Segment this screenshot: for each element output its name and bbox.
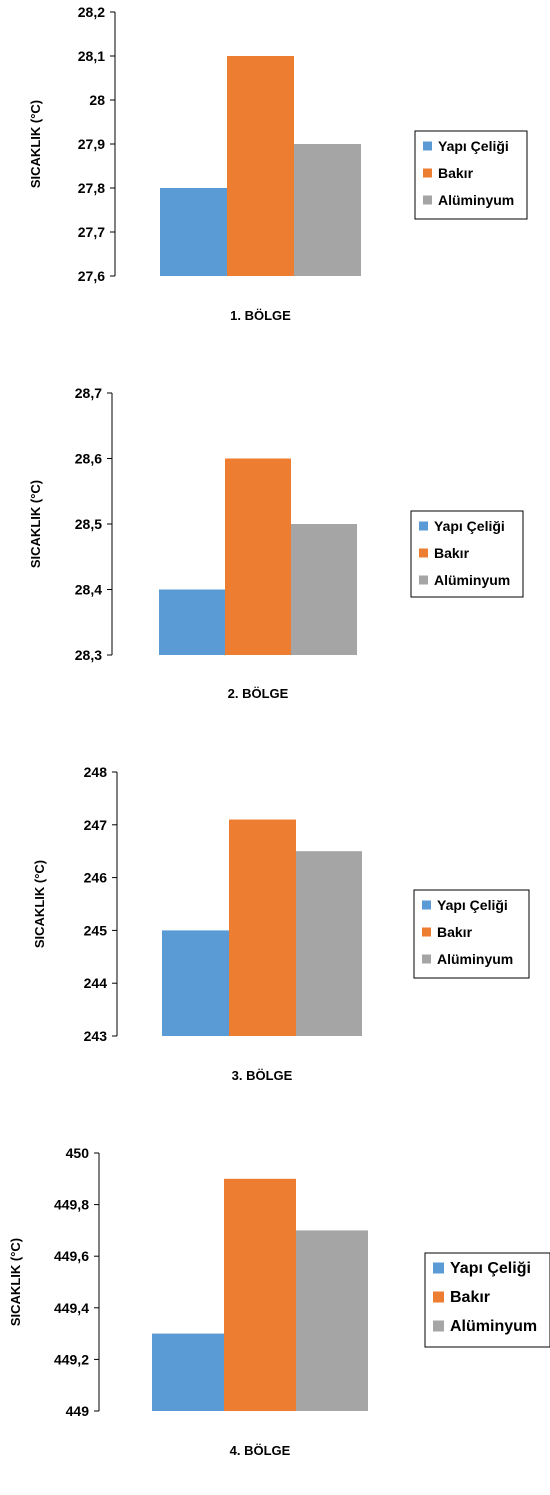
y-tick-label: 449,2 bbox=[54, 1351, 89, 1367]
legend-swatch-bakir bbox=[433, 1291, 444, 1303]
bar-alu-4 bbox=[296, 1230, 368, 1411]
legend-label-yapi: Yapı Çeliği bbox=[437, 897, 508, 913]
legend-box bbox=[410, 510, 524, 598]
y-tick-label: 450 bbox=[66, 1145, 90, 1161]
y-tick-label: 449 bbox=[66, 1403, 90, 1419]
legend-swatch-alu bbox=[423, 195, 432, 205]
legend-swatch-yapi bbox=[423, 141, 432, 151]
y-tick-label: 28,2 bbox=[78, 4, 105, 20]
legend-label-alu: Alüminyum bbox=[434, 572, 510, 588]
y-tick-label: 246 bbox=[84, 870, 108, 886]
y-tick-label: 28,6 bbox=[75, 451, 102, 467]
legend-swatch-alu bbox=[419, 575, 428, 585]
chart-4: 449 449,2 449,4 449,6 449,8 450 SICAKLIK (°C) 4… bbox=[8, 1145, 550, 1458]
legend-box bbox=[413, 889, 530, 979]
legend-swatch-alu bbox=[422, 954, 431, 964]
legend-label-yapi: Yapı Çeliği bbox=[450, 1260, 531, 1277]
bar-bakir-3 bbox=[229, 819, 296, 1036]
bar-alu-1 bbox=[294, 144, 361, 276]
bar-bakir-4 bbox=[224, 1178, 296, 1411]
bar-yapi-4 bbox=[152, 1333, 224, 1411]
chart-2: 28,3 28,4 28,5 28,6 28,7 SICAKLIK (°C) 2. BÖLG… bbox=[28, 385, 524, 701]
legend: Yapı Çeliği Bakır Alüminyum bbox=[413, 889, 530, 979]
legend-label-bakir: Bakır bbox=[434, 545, 470, 561]
legend: Yapı Çeliği Bakır Alüminyum bbox=[410, 510, 524, 598]
y-tick-label: 27,9 bbox=[78, 136, 105, 152]
legend-label-bakir: Bakır bbox=[450, 1289, 490, 1306]
legend-label-alu: Alüminyum bbox=[437, 951, 513, 967]
y-tick-label: 27,8 bbox=[78, 180, 105, 196]
y-tick-label: 27,7 bbox=[78, 224, 105, 240]
legend: Yapı Çeliği Bakır Alüminyum bbox=[424, 1252, 550, 1348]
x-category-label: 1. BÖLGE bbox=[230, 308, 291, 323]
x-category-label: 4. BÖLGE bbox=[230, 1443, 291, 1458]
bar-yapi-2 bbox=[159, 589, 225, 655]
legend-swatch-yapi bbox=[433, 1262, 444, 1274]
bar-yapi-1 bbox=[160, 188, 227, 276]
legend-label-bakir: Bakır bbox=[438, 165, 474, 181]
legend-label-alu: Alüminyum bbox=[450, 1318, 537, 1335]
y-tick-label: 28,5 bbox=[75, 516, 102, 532]
y-axis-title: SICAKLIK (°C) bbox=[28, 480, 43, 568]
bar-alu-3 bbox=[296, 851, 362, 1036]
x-category-label: 2. BÖLGE bbox=[228, 686, 289, 701]
y-tick-label: 28,7 bbox=[75, 385, 102, 401]
y-tick-label: 245 bbox=[84, 922, 108, 938]
legend-box bbox=[424, 1252, 550, 1348]
legend-swatch-alu bbox=[433, 1320, 444, 1332]
y-tick-label: 28,4 bbox=[75, 582, 102, 598]
y-tick-label: 449,4 bbox=[54, 1300, 89, 1316]
y-tick-label: 248 bbox=[84, 764, 108, 780]
legend-box bbox=[414, 130, 528, 220]
y-tick-label: 247 bbox=[84, 817, 108, 833]
legend-label-yapi: Yapı Çeliği bbox=[434, 518, 505, 534]
legend-label-bakir: Bakır bbox=[437, 924, 473, 940]
legend-label-yapi: Yapı Çeliği bbox=[438, 138, 509, 154]
y-axis-title: SICAKLIK (°C) bbox=[8, 1238, 23, 1326]
bar-yapi-3 bbox=[162, 930, 229, 1036]
y-tick-label: 28,1 bbox=[78, 48, 105, 64]
chart-3: 243 244 245 246 247 248 SICAKLIK (°C) 3. BÖLGE Y… bbox=[32, 764, 530, 1083]
y-tick-label: 28 bbox=[89, 92, 105, 108]
y-axis-title: SICAKLIK (°C) bbox=[28, 100, 43, 188]
legend-label-alu: Alüminyum bbox=[438, 192, 514, 208]
legend-swatch-yapi bbox=[422, 900, 431, 910]
x-category-label: 3. BÖLGE bbox=[232, 1068, 293, 1083]
legend-swatch-bakir bbox=[423, 168, 432, 178]
y-axis-title: SICAKLIK (°C) bbox=[32, 860, 47, 948]
bar-alu-2 bbox=[291, 524, 357, 655]
legend: Yapı Çeliği Bakır Alüminyum bbox=[414, 130, 528, 220]
bar-bakir-2 bbox=[225, 458, 291, 655]
legend-swatch-yapi bbox=[419, 521, 428, 531]
chart-1: 27,6 27,7 27,8 27,9 28 28,1 28,2 SICAKLIK (°C) 1… bbox=[28, 4, 528, 323]
legend-swatch-bakir bbox=[419, 548, 428, 558]
legend-swatch-bakir bbox=[422, 927, 431, 937]
bar-bakir-1 bbox=[227, 56, 294, 276]
y-tick-label: 449,6 bbox=[54, 1248, 89, 1264]
y-tick-label: 244 bbox=[84, 975, 108, 991]
y-tick-label: 449,8 bbox=[54, 1197, 89, 1213]
y-tick-label: 28,3 bbox=[75, 647, 102, 663]
y-tick-label: 27,6 bbox=[78, 268, 105, 284]
y-tick-label: 243 bbox=[84, 1028, 108, 1044]
